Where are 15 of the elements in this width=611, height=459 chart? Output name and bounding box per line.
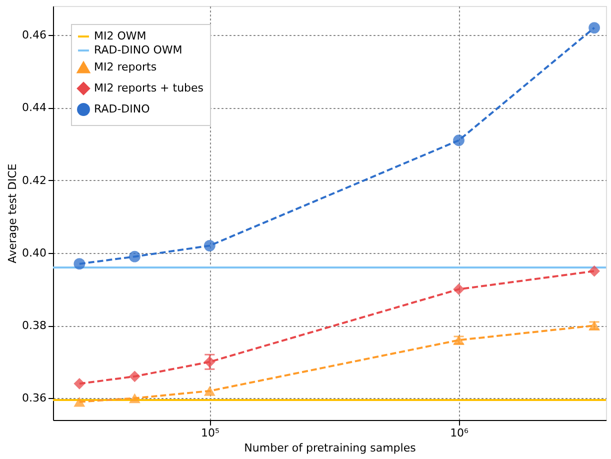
legend-label: MI2 reports + tubes <box>94 82 204 94</box>
y-axis-title: Average test DICE <box>6 164 20 264</box>
x-axis-title: Number of pretraining samples <box>244 442 416 454</box>
y-tick-label: 0.46 <box>22 28 46 42</box>
legend-label: MI2 OWM <box>94 30 146 42</box>
y-tick-label: 0.36 <box>22 392 46 405</box>
legend-label: RAD-DINO OWM <box>94 44 182 56</box>
legend-label: MI2 reports <box>94 60 157 74</box>
y-tick-label: 0.44 <box>22 101 46 114</box>
legend-label: RAD-DINO <box>94 102 150 116</box>
y-tick-label: 0.40 <box>22 246 46 260</box>
y-tick-label: 0.38 <box>22 319 46 332</box>
x-tick-label: 10⁵ <box>200 426 220 440</box>
x-tick-label: 10⁶ <box>450 426 470 440</box>
y-tick-label: 0.42 <box>22 174 46 187</box>
